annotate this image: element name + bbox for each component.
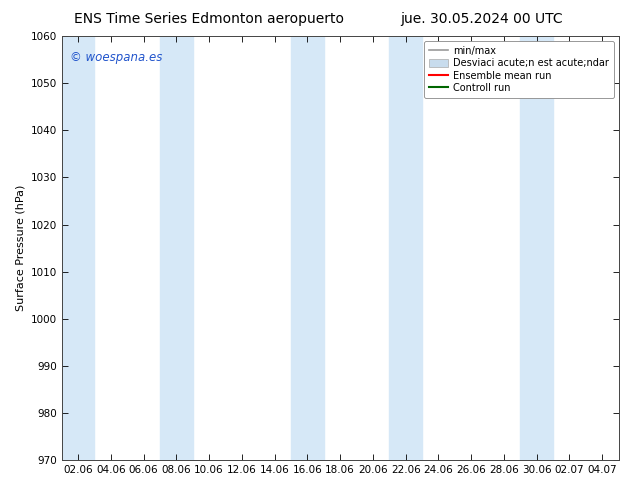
Text: ENS Time Series Edmonton aeropuerto: ENS Time Series Edmonton aeropuerto	[74, 12, 344, 26]
Bar	[160, 36, 193, 460]
Text: © woespana.es: © woespana.es	[70, 51, 162, 64]
Legend: min/max, Desviaci acute;n est acute;ndar, Ensemble mean run, Controll run: min/max, Desviaci acute;n est acute;ndar…	[424, 41, 614, 98]
Text: jue. 30.05.2024 00 UTC: jue. 30.05.2024 00 UTC	[401, 12, 563, 26]
Y-axis label: Surface Pressure (hPa): Surface Pressure (hPa)	[15, 185, 25, 311]
Bar	[521, 36, 553, 460]
Bar	[61, 36, 94, 460]
Bar	[291, 36, 324, 460]
Bar	[389, 36, 422, 460]
